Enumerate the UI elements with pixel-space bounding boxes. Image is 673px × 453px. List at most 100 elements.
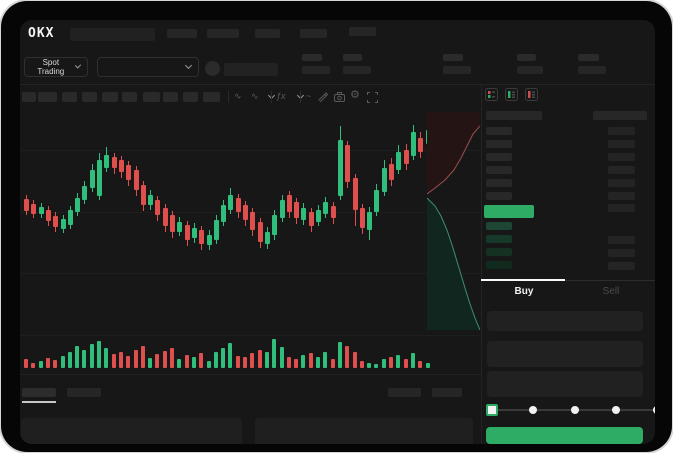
depth-bid-line: [427, 197, 480, 330]
nav-item-skeleton[interactable]: [255, 29, 280, 38]
fullscreen-icon[interactable]: [367, 92, 378, 106]
tab-sell[interactable]: Sell: [602, 286, 620, 297]
nav-item-skeleton[interactable]: [167, 29, 197, 38]
ask-amount-skeleton[interactable]: [608, 153, 635, 161]
ask-price-skeleton[interactable]: [486, 166, 512, 174]
volume-bar: [279, 347, 284, 368]
bid-amount-skeleton[interactable]: [608, 236, 635, 244]
combined-book-view-icon[interactable]: [485, 88, 498, 101]
slider-stop[interactable]: [570, 406, 579, 414]
bid-price-skeleton[interactable]: [486, 222, 512, 230]
nav-item-skeleton[interactable]: [207, 29, 239, 38]
draw-pencil-icon[interactable]: [317, 91, 329, 105]
ask-price-skeleton[interactable]: [486, 179, 512, 187]
bid-amount-skeleton[interactable]: [608, 249, 635, 257]
ask-price-skeleton[interactable]: [486, 140, 512, 148]
candle-body: [264, 232, 270, 244]
slider-stop[interactable]: [653, 406, 655, 414]
buy-submit-button[interactable]: [486, 427, 643, 444]
candle-body: [330, 206, 336, 218]
timeframe-button-skeleton[interactable]: [102, 92, 118, 102]
volume-bar: [359, 361, 364, 368]
volume-bar: [53, 360, 58, 368]
timeframe-button-skeleton[interactable]: [62, 92, 77, 102]
volume-bar: [243, 357, 247, 368]
bid-price-skeleton[interactable]: [486, 261, 512, 269]
bottom-action-skeleton[interactable]: [432, 388, 462, 397]
line-type-icon[interactable]: ~: [306, 91, 312, 101]
timeframe-button-skeleton[interactable]: [163, 92, 178, 102]
ticker-stat-value-skeleton: [517, 66, 543, 74]
nav-item-skeleton[interactable]: [300, 29, 327, 38]
ticker-stat-label-skeleton: [302, 54, 322, 61]
volume-bar: [170, 348, 174, 368]
asks-only-view-icon[interactable]: [525, 88, 538, 101]
candle-body: [286, 195, 292, 212]
volume-bar: [75, 346, 80, 368]
volume-bar: [82, 350, 87, 368]
app-window: OKX Spot Trading ∿ ∿ ƒx ~ ⚙: [20, 20, 655, 444]
volume-bar: [352, 352, 357, 368]
nav-search-skeleton[interactable]: [70, 28, 155, 41]
ask-amount-skeleton[interactable]: [608, 166, 635, 174]
order-amount-input-skeleton[interactable]: [487, 341, 643, 367]
tab-divider: [481, 280, 655, 281]
timeframe-button-skeleton[interactable]: [122, 92, 137, 102]
candle-body: [228, 195, 234, 210]
candle-body: [243, 205, 248, 220]
ask-amount-skeleton[interactable]: [608, 179, 635, 187]
bottom-active-tab-indicator: [22, 401, 56, 403]
ask-price-skeleton[interactable]: [486, 153, 512, 161]
pair-selector[interactable]: [97, 57, 199, 77]
bids-only-view-icon[interactable]: [505, 88, 518, 101]
candle-body: [418, 138, 424, 152]
tab-buy[interactable]: Buy: [514, 286, 534, 297]
volume-bar: [191, 357, 196, 368]
nav-item-skeleton[interactable]: [349, 27, 376, 36]
bottom-action-skeleton[interactable]: [388, 388, 421, 397]
orderbook-amount-header-skeleton: [593, 111, 647, 120]
wave-indicator-icon[interactable]: ∿: [234, 91, 242, 101]
bottom-tab-skeleton-active[interactable]: [22, 388, 56, 397]
ticker-stat-value-skeleton: [302, 66, 330, 74]
order-total-input-skeleton[interactable]: [487, 371, 643, 397]
ticker-stat-label-skeleton: [578, 54, 599, 61]
fx-indicator-icon[interactable]: ƒx: [276, 91, 286, 101]
slider-stop[interactable]: [611, 406, 620, 414]
candle-body: [162, 208, 168, 226]
ask-amount-skeleton[interactable]: [608, 140, 635, 148]
volume-bar: [337, 342, 342, 368]
overlay-wave-icon[interactable]: ∿: [251, 91, 259, 101]
timeframe-button-skeleton[interactable]: [143, 92, 160, 102]
panel-divider: [481, 84, 482, 444]
ask-price-skeleton[interactable]: [486, 192, 512, 200]
timeframe-button-skeleton[interactable]: [82, 92, 97, 102]
bid-amount-skeleton[interactable]: [608, 262, 635, 270]
ask-amount-skeleton[interactable]: [608, 192, 635, 200]
orders-table-skeleton: [21, 418, 242, 444]
ask-price-skeleton[interactable]: [486, 127, 512, 135]
bid-amount-skeleton[interactable]: [608, 204, 635, 212]
depth-chart: [427, 112, 480, 330]
ask-amount-skeleton[interactable]: [608, 127, 635, 135]
order-price-input-skeleton[interactable]: [487, 311, 643, 331]
last-price-bar[interactable]: [484, 205, 534, 218]
timeframe-button-skeleton[interactable]: [203, 92, 220, 102]
candle-body: [170, 215, 175, 232]
market-type-selector[interactable]: Spot Trading: [24, 57, 88, 77]
candle-body: [272, 215, 278, 235]
bid-price-skeleton[interactable]: [486, 248, 512, 256]
slider-handle-active[interactable]: [486, 404, 498, 416]
bottom-tab-skeleton[interactable]: [67, 388, 101, 397]
candle-body: [82, 186, 88, 200]
settings-gear-icon[interactable]: ⚙: [350, 89, 360, 101]
slider-stop[interactable]: [529, 406, 538, 414]
ticker-stat-label-skeleton: [343, 54, 362, 61]
timeframe-button-skeleton[interactable]: [22, 92, 36, 102]
timeframe-button-skeleton[interactable]: [38, 92, 57, 102]
bid-price-skeleton[interactable]: [486, 235, 512, 243]
gridline: [20, 273, 480, 274]
screenshot-camera-icon[interactable]: [334, 92, 345, 105]
timeframe-button-skeleton[interactable]: [183, 92, 198, 102]
